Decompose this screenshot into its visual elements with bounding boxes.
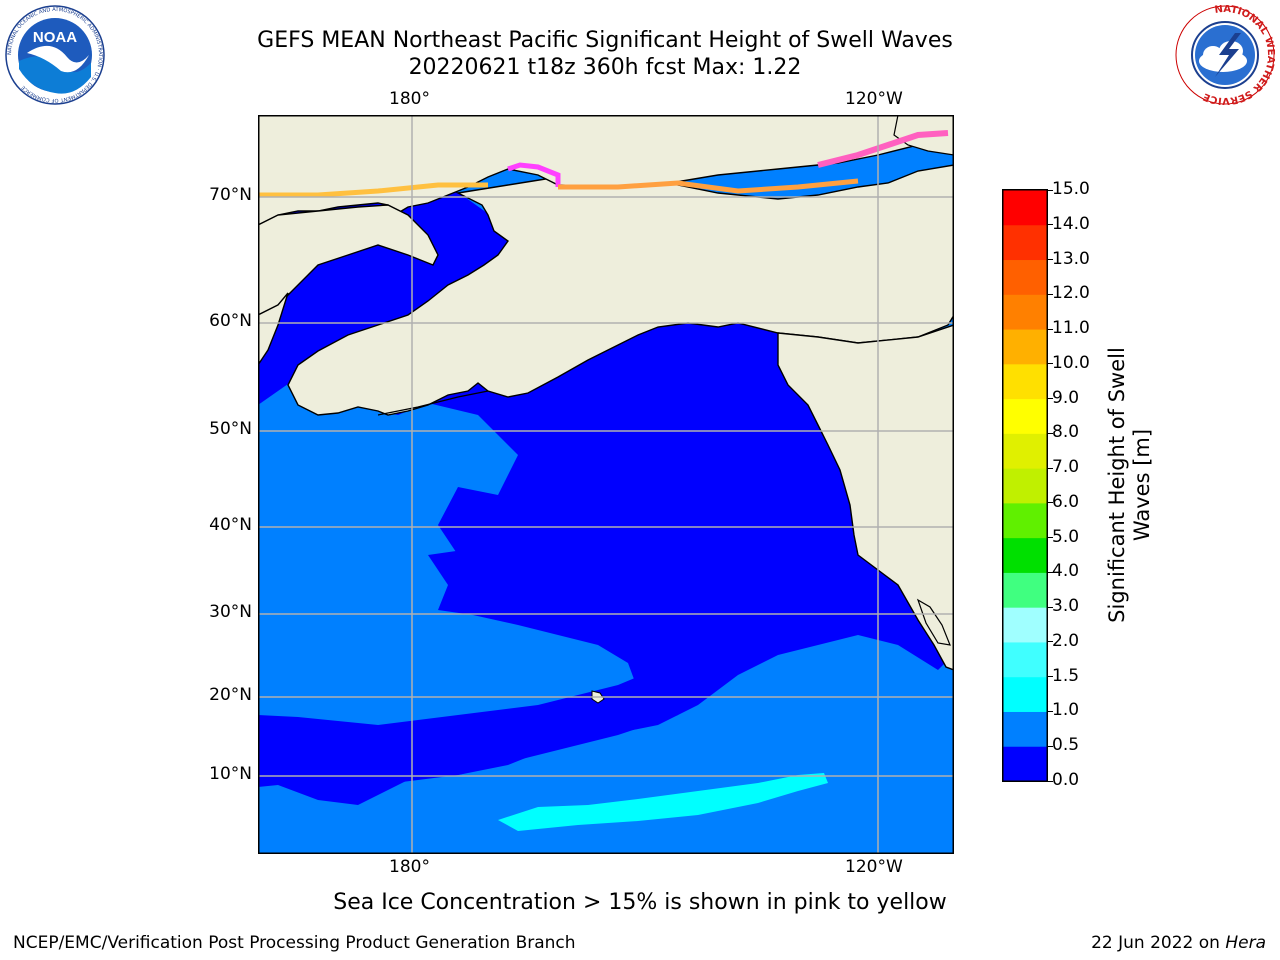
colorbar-segment bbox=[1003, 190, 1047, 226]
host-name: Hera bbox=[1225, 933, 1266, 953]
colorbar-segment bbox=[1003, 572, 1047, 608]
colorbar-segment bbox=[1003, 433, 1047, 469]
colorbar-tick-mark bbox=[1048, 710, 1053, 712]
lon-tick-bottom-180: 180° bbox=[389, 857, 430, 877]
colorbar-tick-label: 11.0 bbox=[1052, 318, 1090, 339]
noaa-logo: NOAA NATIONAL OCEANIC AND ATMOSPHERIC AD… bbox=[5, 5, 105, 105]
land-aleutians bbox=[377, 390, 489, 416]
colorbar-tick-mark bbox=[1048, 259, 1053, 261]
colorbar-tick-label: 0.5 bbox=[1052, 735, 1080, 756]
colorbar-tick-label: 15.0 bbox=[1052, 179, 1090, 199]
colorbar-tick-label: 14.0 bbox=[1052, 213, 1090, 234]
colorbar-segment bbox=[1003, 676, 1047, 712]
lat-tick-10n: 10°N bbox=[209, 764, 252, 784]
lat-tick-40n: 40°N bbox=[209, 515, 252, 535]
colorbar-tick-mark bbox=[1048, 676, 1053, 678]
colorbar-tick-label: 6.0 bbox=[1052, 491, 1080, 512]
colorbar-tick-mark bbox=[1048, 224, 1053, 226]
land-alaska bbox=[287, 164, 954, 416]
colorbar-tick-mark bbox=[1048, 467, 1053, 469]
credit-line: NCEP/EMC/Verification Post Processing Pr… bbox=[13, 933, 576, 953]
colorbar-segment bbox=[1003, 537, 1047, 573]
date-stamp: 22 Jun 2022 on Hera bbox=[1091, 933, 1266, 953]
chart-title: GEFS MEAN Northeast Pacific Significant … bbox=[257, 28, 953, 53]
colorbar-tick-label: 7.0 bbox=[1052, 457, 1080, 478]
lon-tick-top-120w: 120°W bbox=[845, 89, 903, 109]
land-baja bbox=[916, 598, 951, 646]
colorbar-tick-label: 2.0 bbox=[1052, 630, 1080, 651]
noaa-logo-text: NOAA bbox=[33, 29, 77, 46]
colorbar-segment bbox=[1003, 502, 1047, 539]
colorbar-tick-label: 0.0 bbox=[1052, 770, 1080, 790]
colorbar-segment bbox=[1003, 641, 1047, 678]
colorbar-tick-mark bbox=[1048, 571, 1053, 573]
colorbar-tick-mark bbox=[1048, 537, 1053, 539]
colorbar-segment bbox=[1003, 468, 1047, 504]
colorbar-tick-mark bbox=[1048, 189, 1053, 191]
colorbar-segment bbox=[1003, 224, 1047, 261]
colorbar-label: Significant Height of Swell Waves [m] bbox=[1105, 347, 1154, 623]
colorbar-tick-mark bbox=[1048, 328, 1053, 330]
map-frame bbox=[258, 115, 954, 854]
lon-tick-bottom-120w: 120°W bbox=[845, 857, 903, 877]
date-text: 22 Jun 2022 on bbox=[1091, 933, 1226, 953]
nws-logo: NATIONAL WEATHER SERVICE bbox=[1175, 5, 1275, 105]
lat-tick-50n: 50°N bbox=[209, 419, 252, 439]
colorbar-tick-label: 3.0 bbox=[1052, 596, 1080, 617]
colorbar-segment bbox=[1003, 329, 1047, 365]
lat-tick-60n: 60°N bbox=[209, 311, 252, 331]
colorbar-segment bbox=[1003, 259, 1047, 295]
map-panel bbox=[258, 115, 954, 854]
colorbar-segment bbox=[1003, 363, 1047, 400]
colorbar-tick-label: 12.0 bbox=[1052, 283, 1090, 304]
colorbar-tick-label: 9.0 bbox=[1052, 387, 1080, 408]
swell-low-band bbox=[258, 660, 708, 785]
lat-tick-70n: 70°N bbox=[209, 185, 252, 205]
colorbar-tick-label: 10.0 bbox=[1052, 352, 1090, 373]
colorbar bbox=[1002, 189, 1048, 782]
land-kamchatka bbox=[258, 292, 289, 367]
colorbar-tick-mark bbox=[1048, 745, 1053, 747]
colorbar-tick-label: 8.0 bbox=[1052, 422, 1080, 443]
chart-subtitle: 20220621 t18z 360h fcst Max: 1.22 bbox=[408, 55, 802, 80]
sea-ice-chukchi bbox=[507, 162, 561, 187]
colorbar-tick-mark bbox=[1048, 363, 1053, 365]
colorbar-tick-mark bbox=[1048, 641, 1053, 643]
sea-ice-beaufort bbox=[558, 178, 859, 194]
sea-ice-arctic-canada bbox=[817, 130, 949, 168]
colorbar-tick-label: 1.0 bbox=[1052, 700, 1080, 721]
colorbar-tick-mark bbox=[1048, 780, 1053, 782]
colorbar-segment bbox=[1003, 398, 1047, 434]
colorbar-segment bbox=[1003, 746, 1047, 782]
colorbar-tick-label: 13.0 bbox=[1052, 248, 1090, 269]
lat-tick-20n: 20°N bbox=[209, 685, 252, 705]
graticule bbox=[258, 115, 954, 854]
colorbar-tick-mark bbox=[1048, 432, 1053, 434]
colorbar-tick-mark bbox=[1048, 398, 1053, 400]
land-chukotka bbox=[258, 204, 439, 316]
colorbar-tick-mark bbox=[1048, 502, 1053, 504]
colorbar-segment bbox=[1003, 711, 1047, 747]
swell-high-band bbox=[498, 773, 828, 831]
swell-low-patch bbox=[428, 545, 638, 607]
colorbar-segment bbox=[1003, 607, 1047, 643]
sea-ice-caption: Sea Ice Concentration > 15% is shown in … bbox=[333, 890, 947, 915]
colorbar-tick-label: 1.5 bbox=[1052, 665, 1080, 686]
lon-tick-top-180: 180° bbox=[389, 89, 430, 109]
colorbar-frame bbox=[1002, 189, 1048, 782]
colorbar-tick-label: 4.0 bbox=[1052, 561, 1080, 582]
colorbar-tick-mark bbox=[1048, 606, 1053, 608]
sea-ice-siberian bbox=[258, 182, 488, 198]
colorbar-tick-label: 5.0 bbox=[1052, 526, 1080, 547]
colorbar-segment bbox=[1003, 294, 1047, 330]
colorbar-tick-mark bbox=[1048, 293, 1053, 295]
lat-tick-30n: 30°N bbox=[209, 602, 252, 622]
